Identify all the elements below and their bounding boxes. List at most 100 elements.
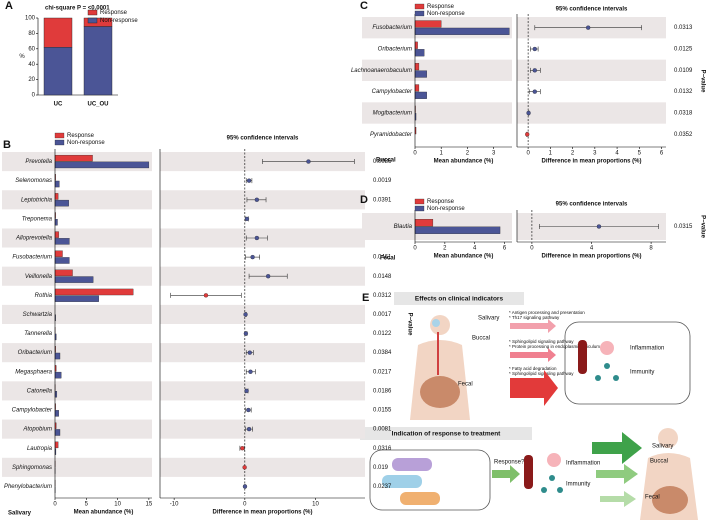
immune-icon	[604, 363, 610, 369]
ci-title: 95% confidence intervals	[556, 202, 628, 208]
bar	[414, 63, 420, 71]
p-value: 0.0125	[674, 47, 693, 53]
pathway: * Th17 signaling pathway	[509, 315, 560, 320]
panel-e: E Effects on clinical indicators Salivar…	[360, 292, 698, 520]
y-axis-label: %	[19, 54, 25, 60]
x-tick-label: 6	[503, 246, 507, 252]
bar	[54, 219, 58, 226]
bar	[54, 161, 150, 169]
group-label: Salivary	[8, 511, 32, 517]
pathway: * Sphingolipid signaling pathway	[509, 339, 574, 344]
row-shade	[362, 59, 512, 81]
legend-label: Non-response	[100, 18, 138, 24]
x-axis-label: Mean abundance (%)	[74, 510, 134, 516]
difference-point	[266, 274, 271, 279]
row-shade	[2, 190, 152, 210]
legend-swatch	[54, 139, 65, 146]
arrow	[510, 370, 558, 406]
x-tick-label: 10	[312, 502, 319, 508]
arrow	[596, 464, 638, 484]
bar-segment	[43, 47, 73, 96]
pathway: * Antigen processing and presentation	[509, 310, 585, 315]
difference-point	[532, 68, 537, 73]
x-axis-label: Mean abundance (%)	[434, 254, 494, 260]
question: Response?	[494, 460, 525, 466]
x-tick-label: 1	[440, 151, 444, 157]
category-label: Campylobacter	[12, 408, 53, 414]
row-shade	[2, 419, 152, 439]
p-value: 0.0391	[373, 197, 392, 203]
x-tick-label: 4	[615, 151, 619, 157]
difference-point	[246, 426, 252, 432]
intestine	[652, 486, 688, 514]
x-tick-label: 0	[413, 246, 417, 252]
p-value: 0.0122	[373, 331, 392, 337]
outcome-label: Immunity	[630, 370, 654, 376]
x-tick-label: -10	[170, 502, 179, 508]
row-shade	[160, 304, 365, 324]
bar	[414, 91, 427, 99]
row-shade	[362, 102, 512, 124]
header-box	[360, 427, 532, 440]
arrow	[510, 348, 556, 362]
bar	[54, 295, 99, 302]
p-value: 0.0237	[373, 484, 392, 490]
legend-swatch	[414, 3, 425, 10]
category-label: Tannerella	[24, 331, 52, 337]
p-value: 0.0313	[674, 25, 693, 31]
row-shade	[517, 59, 666, 81]
x-tick-label: 2	[443, 246, 447, 252]
p-value: 0.0461	[373, 255, 392, 261]
p-value: 0.0019	[373, 178, 392, 184]
row-shade	[2, 457, 152, 477]
difference-point	[240, 446, 245, 451]
bar	[414, 219, 434, 227]
legend-swatch	[87, 17, 98, 24]
category-label: Alloprevotella	[15, 236, 53, 242]
difference-point	[532, 46, 537, 52]
category-label: Rothia	[35, 293, 53, 299]
p-value: 0.0086	[373, 159, 392, 165]
p-value: 0.0132	[674, 89, 693, 95]
site-label: Buccal	[472, 336, 490, 342]
patient-box	[369, 449, 491, 511]
chart-title: chi-square P = <0.0001	[45, 6, 110, 12]
head	[658, 428, 678, 448]
category-label: Sphingomonas	[12, 465, 52, 471]
row-shade	[2, 343, 152, 363]
arrow	[592, 432, 642, 464]
bar	[54, 269, 73, 277]
bar	[54, 371, 62, 379]
difference-point	[526, 110, 531, 116]
x-tick-label: 0	[526, 151, 530, 157]
bar	[54, 276, 94, 283]
category-label: Campylobacter	[372, 89, 413, 95]
difference-point	[246, 178, 252, 183]
x-tick-label: 4	[473, 246, 477, 252]
x-axis-label: Difference in mean proportions (%)	[541, 159, 641, 165]
arrow	[600, 491, 636, 507]
category-label: Megasphaera	[15, 369, 52, 375]
difference-point	[250, 254, 255, 260]
bar-segment	[83, 26, 113, 96]
category-label: Fusobacterium	[12, 255, 52, 261]
p-value: 0.0312	[373, 293, 392, 299]
bar	[414, 70, 427, 78]
immune-icon	[595, 375, 601, 381]
row-shade	[517, 102, 666, 124]
legend-label: Response	[427, 4, 455, 10]
x-tick-label: 2	[571, 151, 575, 157]
category-label: Schwartzia	[23, 312, 53, 318]
outcome-label: Inflammation	[566, 461, 600, 467]
panel-label: C	[360, 0, 368, 12]
pathway: * Fatty acid degradation	[509, 366, 557, 371]
difference-point	[306, 159, 311, 164]
pill	[400, 492, 440, 505]
x-axis-label: Difference in mean proportions (%)	[541, 254, 641, 260]
legend-label: Non-response	[427, 206, 465, 212]
bar	[54, 429, 61, 436]
immune-icon	[541, 487, 547, 493]
p-value: 0.0109	[674, 68, 693, 74]
x-tick-label: 5	[638, 151, 642, 157]
